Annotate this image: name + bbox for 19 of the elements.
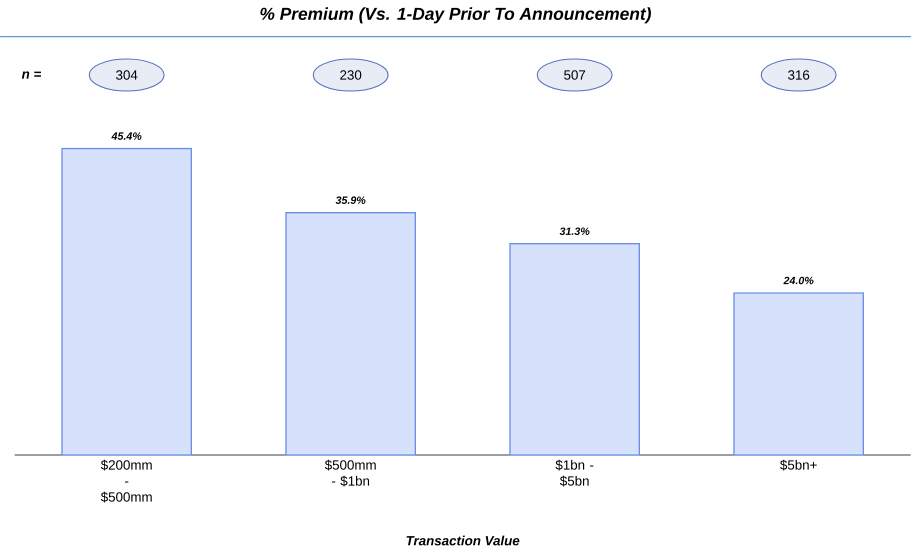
- text: 230: [340, 70, 362, 80]
- bar: [61, 148, 192, 456]
- text: 316: [788, 70, 810, 80]
- data-label: 35.9%: [336, 196, 366, 204]
- bar: [285, 212, 416, 456]
- x-tick-label: $1bn - $5bn: [556, 460, 594, 486]
- data-label: 24.0%: [783, 276, 814, 284]
- text: 304: [116, 70, 138, 80]
- bar: [733, 292, 864, 456]
- bar: [509, 243, 640, 456]
- x-tick-label: $500mm - $1bn: [324, 460, 376, 486]
- data-label: 45.4%: [111, 132, 142, 140]
- text: 507: [564, 70, 586, 80]
- text: n =: [22, 71, 41, 79]
- chart-title: % Premium (Vs. 1-Day Prior To Announcement): [260, 7, 651, 24]
- data-label: 31.3%: [560, 227, 590, 236]
- x-tick-label: $5bn+: [780, 460, 817, 470]
- x-tick-label: $200mm - $500mm: [100, 460, 152, 502]
- x-axis-title: Transaction Value: [406, 536, 520, 546]
